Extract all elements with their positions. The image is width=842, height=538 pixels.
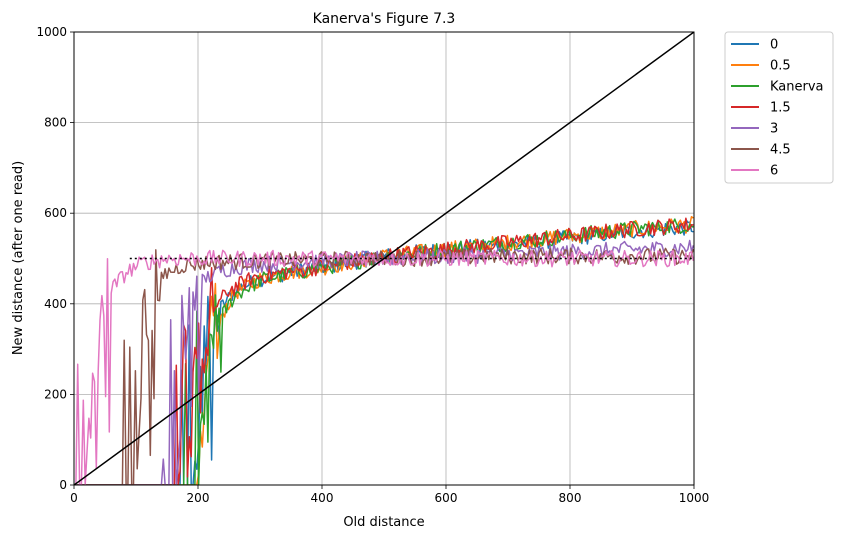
x-tick-label: 400 [311,491,334,505]
plot-frame [73,31,695,486]
y-tick-label: 600 [44,206,67,220]
chart-title: Kanerva's Figure 7.3 [313,11,456,27]
x-axis-ticks: 0 200 400 600 800 1000 [70,485,709,505]
y-tick-label: 800 [44,116,67,130]
x-tick-label: 0 [70,491,78,505]
x-tick-label: 600 [435,491,458,505]
legend-label: 6 [770,164,778,179]
x-tick-label: 200 [187,491,210,505]
reference-line-diagonal [74,32,694,485]
x-tick-label: 1000 [679,491,710,505]
legend: 0 0.5 Kanerva 1.5 3 4.5 6 [724,31,834,184]
legend-label: 1.5 [770,101,791,116]
y-tick-label: 1000 [36,25,67,39]
reference-lines [74,32,694,485]
series-line-0-5 [74,215,694,485]
y-axis-label: New distance (after one read) [11,161,26,355]
legend-label: 0 [770,38,778,53]
legend-label: Kanerva [770,80,824,95]
legend-label: 3 [770,122,778,137]
y-axis-ticks: 0 200 400 600 800 1000 [36,25,74,492]
x-tick-label: 800 [559,491,582,505]
y-tick-label: 400 [44,297,67,311]
legend-label: 0.5 [770,59,791,74]
legend-box [724,31,834,184]
y-tick-label: 0 [59,478,67,492]
series-layer [74,215,694,485]
legend-label: 4.5 [770,143,791,158]
x-axis-label: Old distance [343,515,424,530]
y-tick-label: 200 [44,387,67,401]
